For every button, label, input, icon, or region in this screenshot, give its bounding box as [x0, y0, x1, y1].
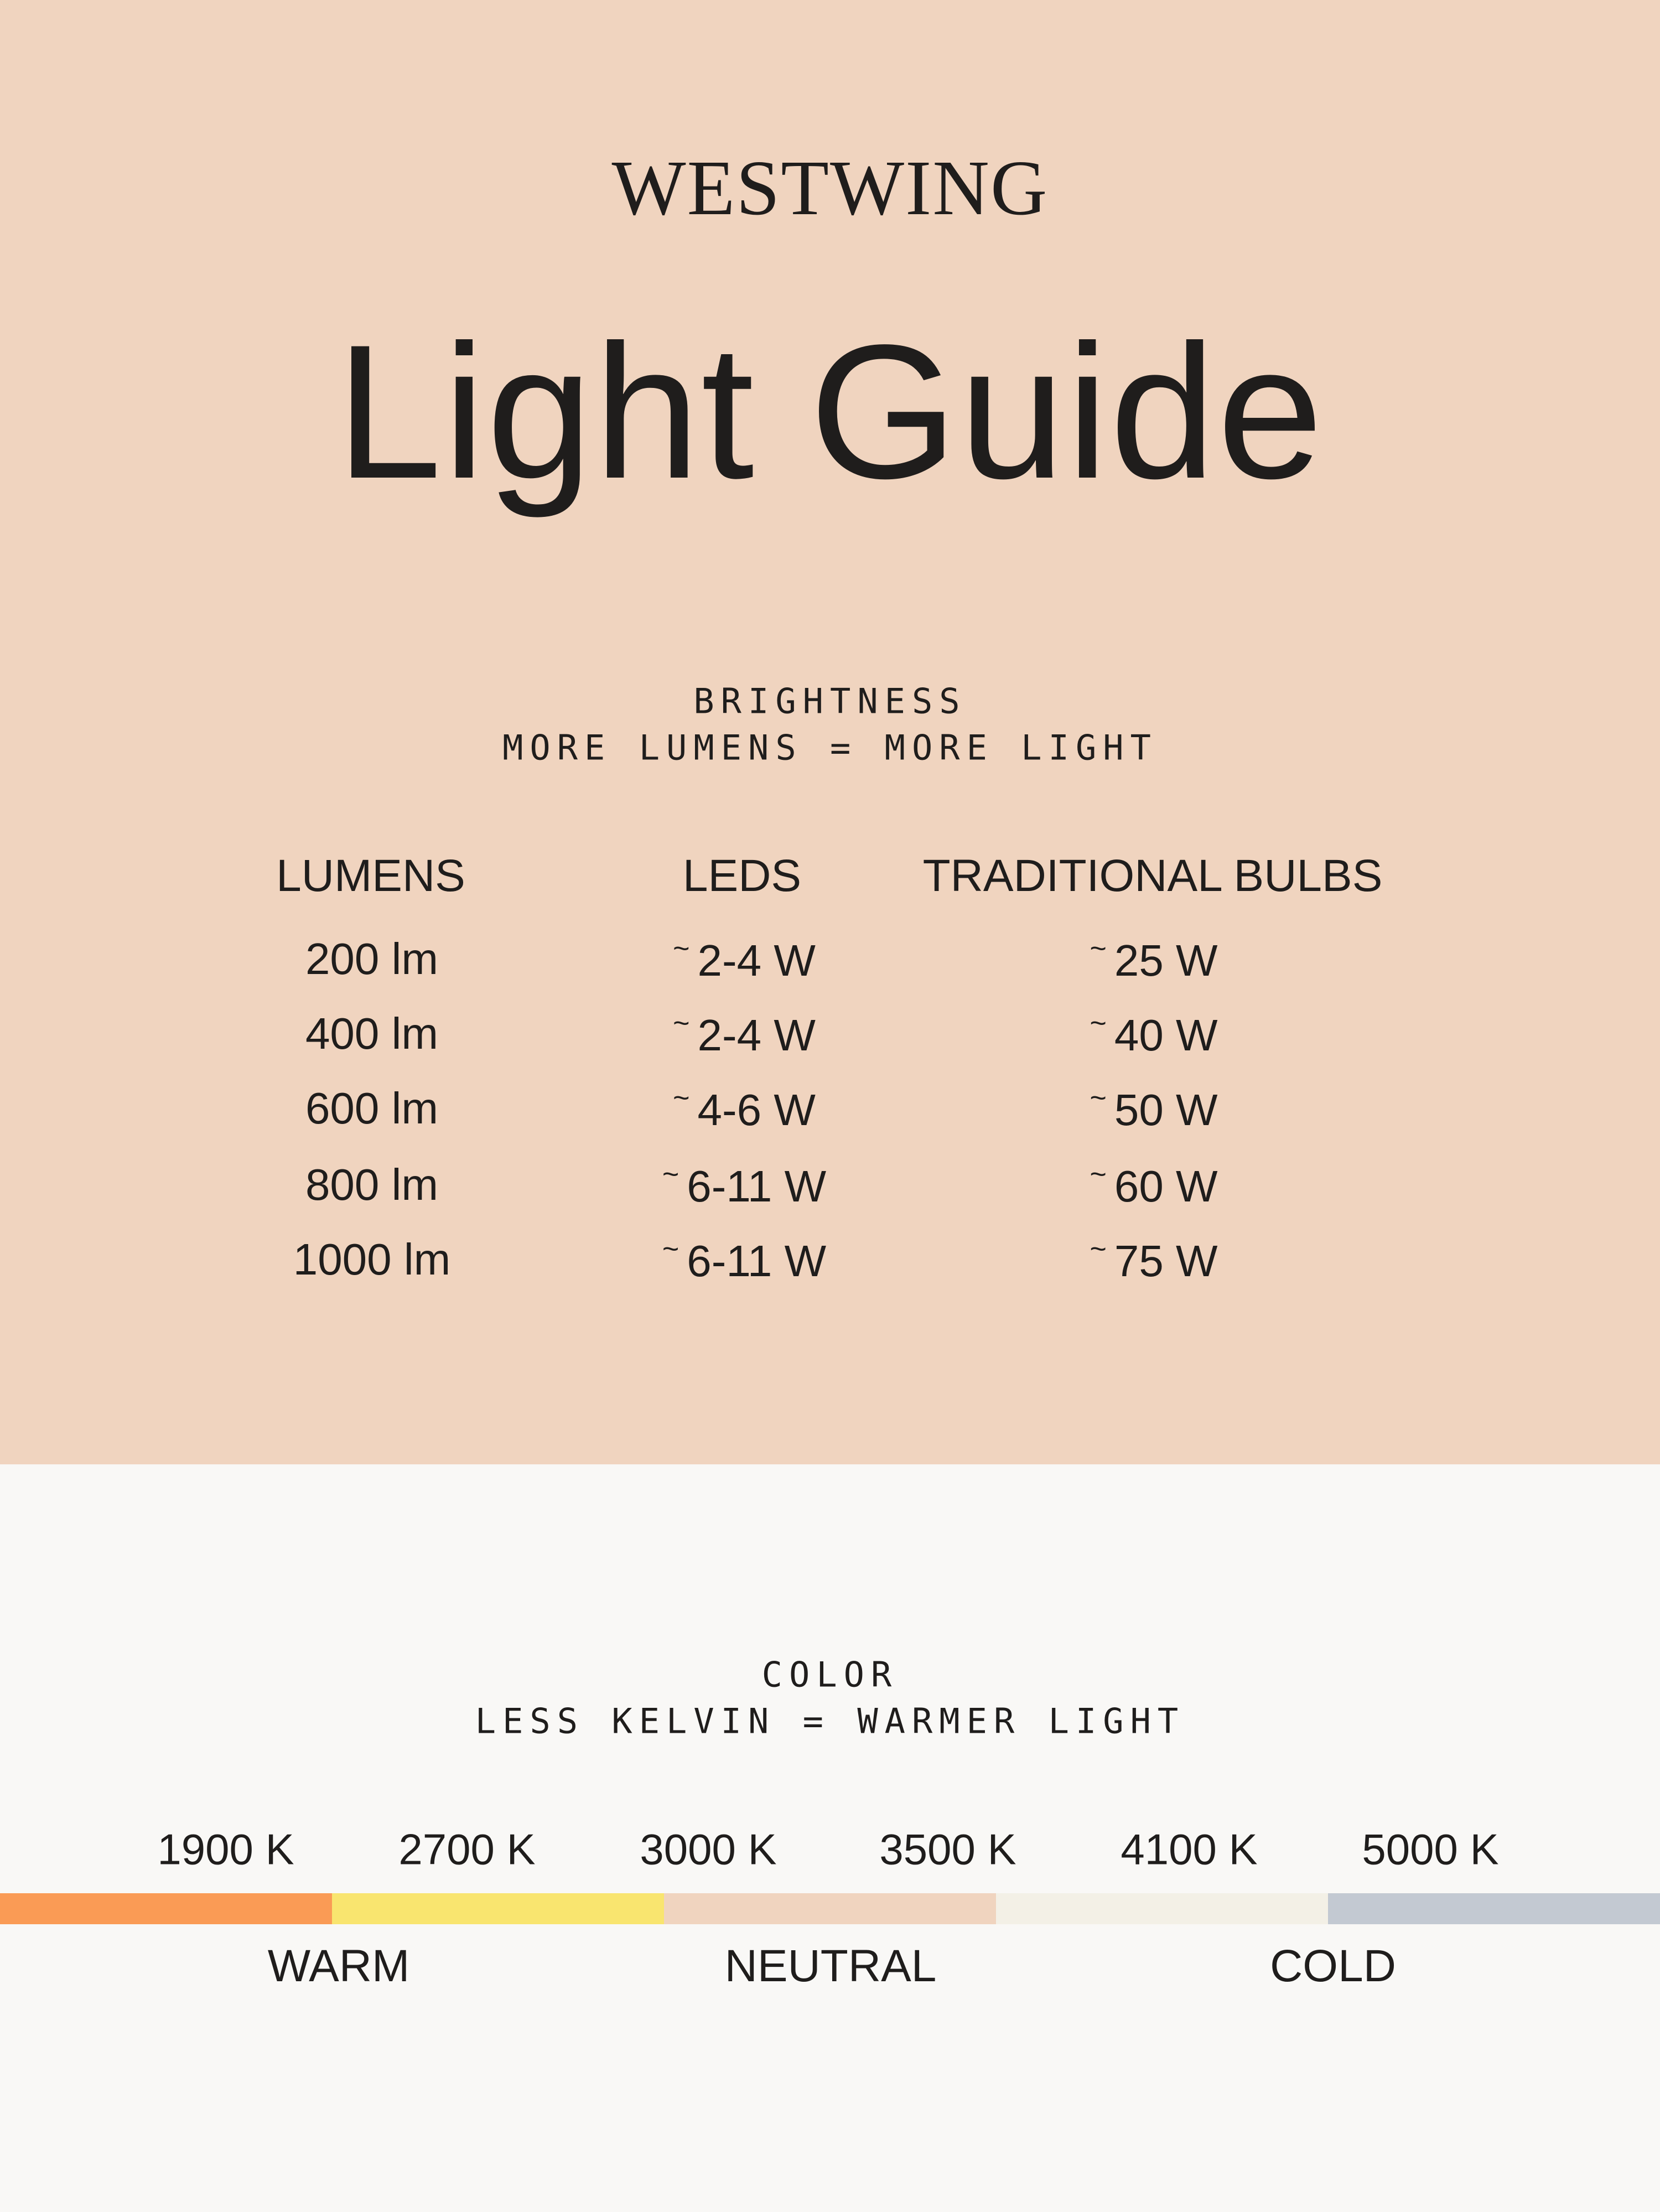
approx-symbol: ~ [673, 1007, 690, 1039]
color-heading: COLOR [761, 1654, 899, 1695]
traditional-cell-value: 75 W [1114, 1236, 1218, 1286]
color-swatch [1328, 1893, 1660, 1924]
lumens-cell: 400 lm [305, 1008, 438, 1059]
westwing-logo: WESTWING [611, 144, 1049, 231]
color-swatch [332, 1893, 664, 1924]
leds-cell-value: 2-4 W [697, 936, 816, 985]
page-title: Light Guide [335, 305, 1325, 519]
leds-cell-value: 6-11 W [687, 1236, 827, 1286]
column-header-leds: LEDS [682, 851, 802, 901]
leds-cell-value: 2-4 W [697, 1011, 816, 1060]
leds-cell: ~2-4 W [673, 932, 816, 986]
approx-symbol: ~ [673, 933, 690, 965]
approx-symbol: ~ [1090, 1233, 1107, 1265]
kelvin-label: 3000 K [640, 1825, 777, 1874]
lumens-cell: 600 lm [305, 1083, 438, 1134]
approx-symbol: ~ [1090, 1082, 1107, 1114]
approx-symbol: ~ [1090, 933, 1107, 965]
kelvin-label: 1900 K [157, 1825, 294, 1874]
kelvin-label: 4100 K [1120, 1825, 1258, 1874]
leds-cell: ~6-11 W [662, 1232, 826, 1287]
leds-cell: ~2-4 W [673, 1007, 816, 1061]
traditional-cell-value: 25 W [1114, 936, 1218, 985]
brightness-section [0, 0, 1660, 1464]
brightness-heading: BRIGHTNESS [693, 681, 967, 722]
traditional-cell-value: 40 W [1114, 1011, 1218, 1060]
leds-cell: ~4-6 W [673, 1081, 816, 1136]
kelvin-label: 2700 K [398, 1825, 536, 1874]
category-cold: COLD [1270, 1941, 1396, 1991]
lumens-cell-value: 800 lm [305, 1160, 439, 1209]
category-warm: WARM [267, 1941, 410, 1991]
lumens-cell-value: 400 lm [305, 1009, 439, 1058]
approx-symbol: ~ [1090, 1158, 1107, 1190]
traditional-cell-value: 50 W [1114, 1085, 1218, 1135]
color-swatch [996, 1893, 1328, 1924]
traditional-cell: ~75 W [1090, 1232, 1217, 1287]
traditional-cell: ~60 W [1090, 1158, 1217, 1212]
leds-cell-value: 6-11 W [687, 1162, 827, 1211]
brightness-subheading: MORE LUMENS = MORE LIGHT [502, 727, 1158, 768]
column-header-lumens: LUMENS [276, 851, 465, 901]
kelvin-label: 3500 K [879, 1825, 1016, 1874]
lumens-cell: 1000 lm [293, 1234, 451, 1285]
lumens-cell-value: 1000 lm [293, 1235, 451, 1284]
lumens-cell: 800 lm [305, 1159, 438, 1210]
color-subheading: LESS KELVIN = WARMER LIGHT [475, 1701, 1185, 1742]
lumens-cell-value: 600 lm [305, 1084, 439, 1133]
approx-symbol: ~ [1090, 1007, 1107, 1039]
color-swatch [664, 1893, 996, 1924]
leds-cell-value: 4-6 W [697, 1085, 816, 1135]
lumens-cell-value: 200 lm [305, 934, 439, 983]
traditional-cell: ~25 W [1090, 932, 1217, 986]
traditional-cell: ~50 W [1090, 1081, 1217, 1136]
approx-symbol: ~ [662, 1233, 679, 1265]
approx-symbol: ~ [662, 1158, 679, 1190]
category-neutral: NEUTRAL [724, 1941, 937, 1991]
traditional-cell: ~40 W [1090, 1007, 1217, 1061]
traditional-cell-value: 60 W [1114, 1162, 1218, 1211]
kelvin-label: 5000 K [1362, 1825, 1499, 1874]
approx-symbol: ~ [673, 1082, 690, 1114]
leds-cell: ~6-11 W [662, 1158, 826, 1212]
color-swatch [0, 1893, 332, 1924]
column-header-traditional-bulbs: TRADITIONAL BULBS [922, 851, 1383, 901]
lumens-cell: 200 lm [305, 934, 438, 985]
